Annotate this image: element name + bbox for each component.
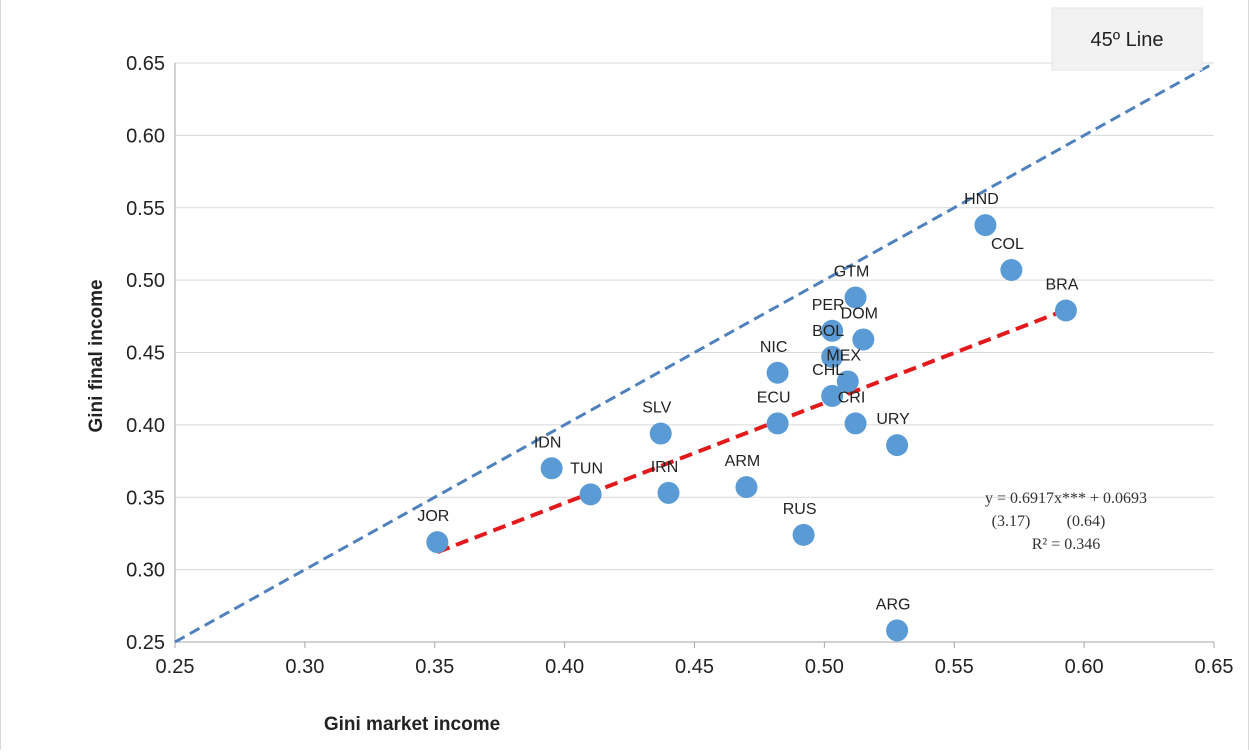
y-tick-label: 0.35 xyxy=(126,487,165,509)
point-label-ury: URY xyxy=(876,411,910,428)
x-tick-label: 0.50 xyxy=(805,656,844,678)
data-point-arm xyxy=(735,476,758,499)
grid-lines xyxy=(175,62,1214,643)
data-point-rus xyxy=(792,523,815,546)
point-label-col: COL xyxy=(991,236,1024,253)
legend-label: 45º Line xyxy=(1091,29,1164,51)
data-point-per xyxy=(821,319,844,342)
x-axis-title: Gini market income xyxy=(324,714,500,735)
data-point-hnd xyxy=(974,214,997,237)
y-axis-title: Gini final income xyxy=(86,279,107,432)
point-label-rus: RUS xyxy=(783,501,817,518)
x-tick-label: 0.30 xyxy=(285,656,324,678)
regression-equation: y = 0.6917x*** + 0.0693 xyxy=(985,490,1147,507)
data-point-col xyxy=(1000,258,1023,281)
legend-box: 45º Line xyxy=(1051,7,1203,71)
data-point-bol xyxy=(821,345,844,368)
x-tick-label: 0.40 xyxy=(545,656,584,678)
data-point-bra xyxy=(1054,299,1077,322)
point-label-chl: CHL xyxy=(812,362,844,379)
point-label-cri: CRI xyxy=(838,389,866,406)
data-point-dom xyxy=(852,328,875,351)
y-tick-label: 0.25 xyxy=(126,632,165,654)
data-points xyxy=(426,214,1077,642)
data-point-slv xyxy=(649,422,672,445)
x-tick-label: 0.35 xyxy=(415,656,454,678)
y-tick-label: 0.30 xyxy=(126,560,165,582)
point-label-ecu: ECU xyxy=(757,389,791,406)
point-label-jor: JOR xyxy=(417,508,449,525)
diagonal-45-line xyxy=(174,61,1215,644)
y-tick-label: 0.45 xyxy=(126,343,165,365)
point-label-irn: IRN xyxy=(651,459,679,476)
x-tick-label: 0.60 xyxy=(1065,656,1104,678)
data-point-mex xyxy=(836,370,859,393)
regression-line xyxy=(436,307,1067,554)
data-point-idn xyxy=(540,457,563,480)
y-tick-label: 0.60 xyxy=(126,125,165,147)
data-point-cri xyxy=(844,412,867,435)
tstat-slope: (3.17) xyxy=(992,513,1031,530)
data-point-chl xyxy=(821,384,844,407)
reference-lines xyxy=(174,61,1215,644)
point-label-nic: NIC xyxy=(760,339,788,356)
data-point-gtm xyxy=(844,286,867,309)
point-label-bra: BRA xyxy=(1045,277,1078,294)
point-label-arm: ARM xyxy=(725,453,761,470)
point-label-arg: ARG xyxy=(876,596,911,613)
x-tick-label: 0.45 xyxy=(675,656,714,678)
tstat-intercept: (0.64) xyxy=(1067,513,1106,530)
point-label-bol: BOL xyxy=(812,323,844,340)
regression-annotation: y = 0.6917x*** + 0.0693 (3.17) (0.64) R²… xyxy=(985,490,1147,553)
x-tick-label: 0.65 xyxy=(1195,656,1234,678)
y-tick-label: 0.50 xyxy=(126,270,165,292)
data-point-nic xyxy=(766,361,789,384)
y-tick-label: 0.65 xyxy=(126,53,165,75)
point-label-hnd: HND xyxy=(964,191,999,208)
point-label-dom: DOM xyxy=(841,305,878,322)
point-label-mex: MEX xyxy=(826,347,861,364)
data-point-ecu xyxy=(766,412,789,435)
point-label-slv: SLV xyxy=(642,400,671,417)
x-tick-label: 0.25 xyxy=(156,656,195,678)
x-tick-label: 0.55 xyxy=(935,656,974,678)
y-tick-label: 0.55 xyxy=(126,198,165,220)
axes: 0.25 0.30 0.35 0.40 0.45 0.50 0.55 0.60 0.65 0.25… xyxy=(126,53,1233,678)
data-point-ury xyxy=(886,434,909,457)
data-point-irn xyxy=(657,481,680,504)
r-squared: R² = 0.346 xyxy=(1032,536,1101,553)
data-point-arg xyxy=(886,619,909,642)
point-label-per: PER xyxy=(812,297,845,314)
point-label-idn: IDN xyxy=(534,434,562,451)
data-point-jor xyxy=(426,531,449,554)
y-tick-label: 0.40 xyxy=(126,415,165,437)
point-label-tun: TUN xyxy=(570,460,603,477)
data-point-tun xyxy=(579,483,602,506)
point-label-gtm: GTM xyxy=(834,263,870,280)
